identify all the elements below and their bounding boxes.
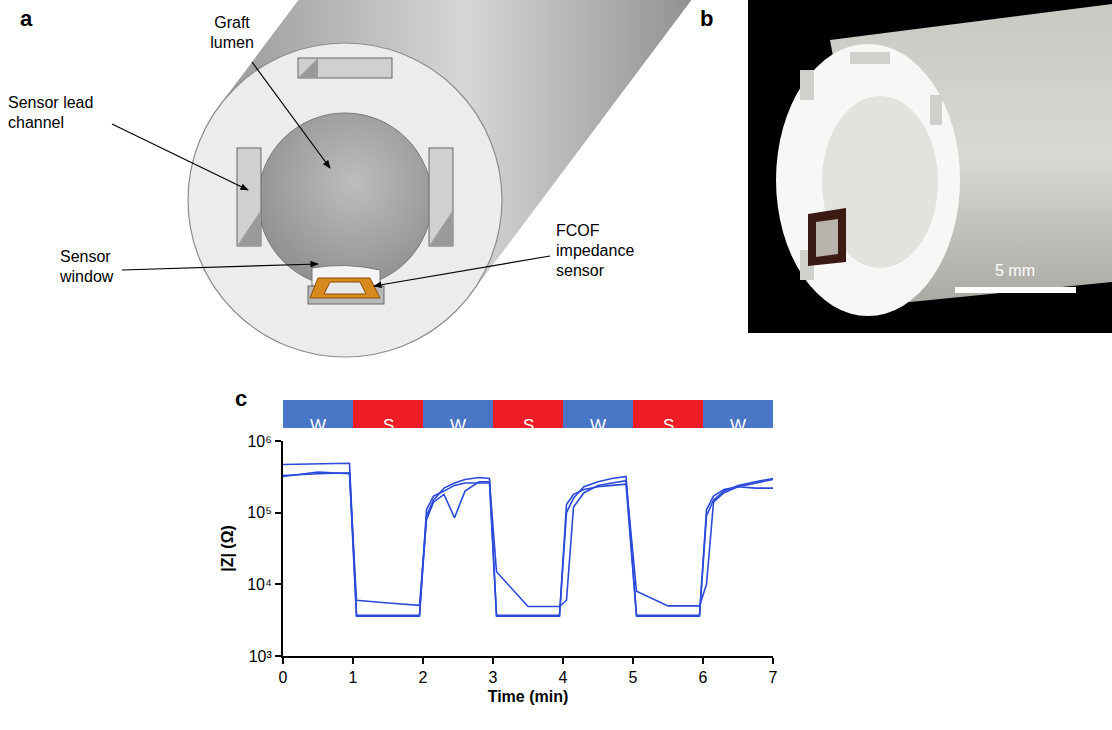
svg-text:W: W [450,416,466,435]
svg-text:c: c [235,386,247,411]
svg-text:Graft: Graft [214,14,250,31]
svg-text:Time (min): Time (min) [488,688,569,705]
svg-text:|Z| (Ω): |Z| (Ω) [219,525,236,572]
svg-text:b: b [700,6,713,31]
svg-text:S: S [383,416,394,435]
svg-text:W: W [590,416,606,435]
svg-text:Sensor lead: Sensor lead [8,94,93,111]
svg-text:a: a [20,6,33,31]
svg-text:10⁴: 10⁴ [247,576,272,593]
svg-text:2: 2 [419,669,428,686]
svg-text:10⁵: 10⁵ [247,504,271,521]
svg-text:3: 3 [489,669,498,686]
svg-text:6: 6 [699,669,708,686]
svg-text:sensor: sensor [556,262,605,279]
svg-text:5 mm: 5 mm [995,262,1035,279]
svg-text:0: 0 [279,669,288,686]
svg-text:10³: 10³ [249,648,273,665]
svg-text:7: 7 [769,669,778,686]
svg-text:4: 4 [559,669,568,686]
svg-text:window: window [59,268,114,285]
svg-text:5: 5 [629,669,638,686]
svg-text:impedance: impedance [556,242,634,259]
svg-text:lumen: lumen [210,34,254,51]
svg-text:W: W [310,416,326,435]
svg-text:W: W [730,416,746,435]
svg-text:channel: channel [8,114,64,131]
svg-text:10⁶: 10⁶ [247,433,271,450]
svg-text:S: S [523,416,534,435]
svg-text:S: S [663,416,674,435]
svg-text:Sensor: Sensor [60,248,111,265]
svg-text:1: 1 [349,669,358,686]
svg-text:FCOF: FCOF [556,222,600,239]
